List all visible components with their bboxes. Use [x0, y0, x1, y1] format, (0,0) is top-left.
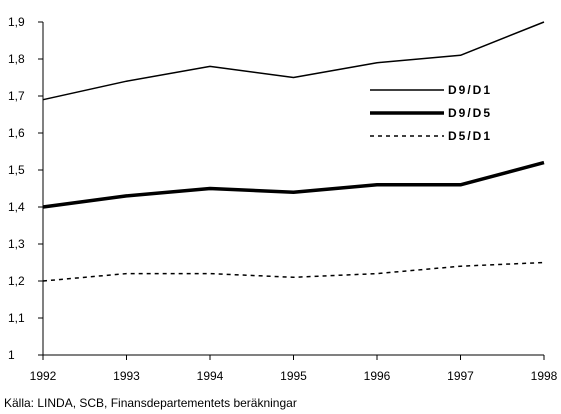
x-tick-label: 1998 — [531, 369, 558, 383]
y-tick-label: 1,6 — [8, 126, 25, 140]
x-tick-label: 1992 — [30, 369, 57, 383]
y-tick-label: 1,3 — [8, 237, 25, 251]
x-tick-label: 1995 — [280, 369, 307, 383]
series-line-d5-d1 — [42, 261, 545, 282]
series-lines — [42, 21, 545, 282]
axes — [42, 22, 544, 356]
legend-label: D9/D1 — [448, 83, 492, 97]
y-tick-label: 1 — [8, 348, 15, 362]
x-tick-label: 1997 — [447, 369, 474, 383]
y-tick-label: 1,2 — [8, 274, 25, 288]
x-axis-ticks: 1992 1993 1994 1995 1996 1997 1998 — [30, 355, 558, 383]
series-line-d9-d1 — [42, 21, 545, 101]
legend-label: D9/D5 — [448, 106, 492, 120]
x-tick-label: 1993 — [113, 369, 140, 383]
y-tick-label: 1,7 — [8, 89, 25, 103]
x-tick-label: 1996 — [364, 369, 391, 383]
y-tick-label: 1,4 — [8, 200, 25, 214]
y-tick-label: 1,5 — [8, 163, 25, 177]
source-note: Källa: LINDA, SCB, Finansdepartementets … — [4, 396, 297, 410]
x-tick-label: 1994 — [197, 369, 224, 383]
legend: D9/D1 D9/D5 D5/D1 — [370, 83, 492, 143]
y-tick-label: 1,1 — [8, 311, 25, 325]
y-tick-label: 1,8 — [8, 52, 25, 66]
series-line-d9-d5 — [42, 160, 545, 209]
y-axis-ticks: 1 1,1 1,2 1,3 1,4 1,5 1,6 1,7 1,8 1,9 — [8, 15, 43, 362]
legend-label: D5/D1 — [448, 129, 492, 143]
y-tick-label: 1,9 — [8, 15, 25, 29]
